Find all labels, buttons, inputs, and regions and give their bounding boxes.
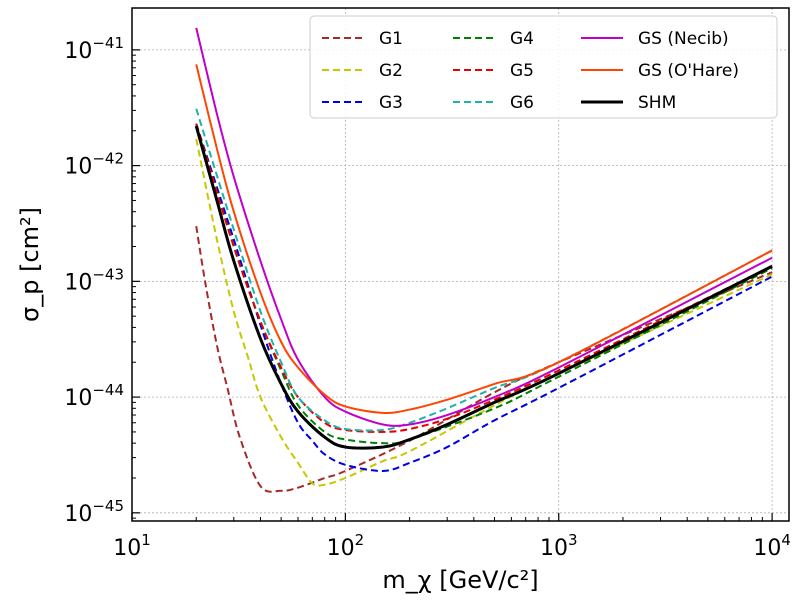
- legend: G1 G2 G3 G4 G5 G6 GS (Necib) GS (O'Hare) SHM: [309, 15, 778, 119]
- legend-label-shm: SHM: [638, 93, 676, 113]
- y-tick-label: 10−43: [64, 265, 124, 295]
- legend-label-g1: G1: [379, 29, 403, 49]
- x-tick-label: 102: [327, 531, 365, 561]
- series-line-shm: [194, 125, 773, 450]
- ticks: 101 102 103 104 10−45 10−44 10−43 10−42 10−41: [64, 34, 791, 561]
- axis-labels: m_χ [GeV/c²] σ_p [cm²]: [16, 207, 539, 594]
- x-tick-label: 101: [113, 531, 151, 561]
- series-line-g4: [195, 123, 773, 445]
- legend-label-g6: G6: [510, 93, 534, 113]
- y-axis-label: σ_p [cm²]: [16, 207, 44, 322]
- legend-label-g3: G3: [379, 93, 403, 113]
- series-line-g1: [195, 225, 773, 493]
- plot-frame: [131, 7, 790, 522]
- y-tick-label: 10−42: [64, 150, 124, 180]
- legend-label-g4: G4: [510, 29, 534, 49]
- y-tick-label: 10−41: [64, 34, 124, 64]
- legend-label-g2: G2: [379, 61, 403, 81]
- series-line-gs-o-hare: [195, 64, 773, 415]
- x-tick-label: 104: [753, 531, 791, 561]
- y-tick-label: 10−45: [64, 497, 124, 527]
- curves: [194, 27, 773, 493]
- series-line-gs-necib: [195, 27, 773, 427]
- legend-label-gs-necib: GS (Necib): [638, 29, 729, 49]
- legend-label-g5: G5: [510, 61, 534, 81]
- series-line-g6: [195, 108, 773, 432]
- x-tick-label: 103: [540, 531, 578, 561]
- y-tick-label: 10−44: [64, 381, 124, 411]
- legend-label-gs-o-hare: GS (O'Hare): [638, 61, 739, 81]
- x-axis-label: m_χ [GeV/c²]: [382, 566, 538, 594]
- legend-box: [309, 15, 778, 119]
